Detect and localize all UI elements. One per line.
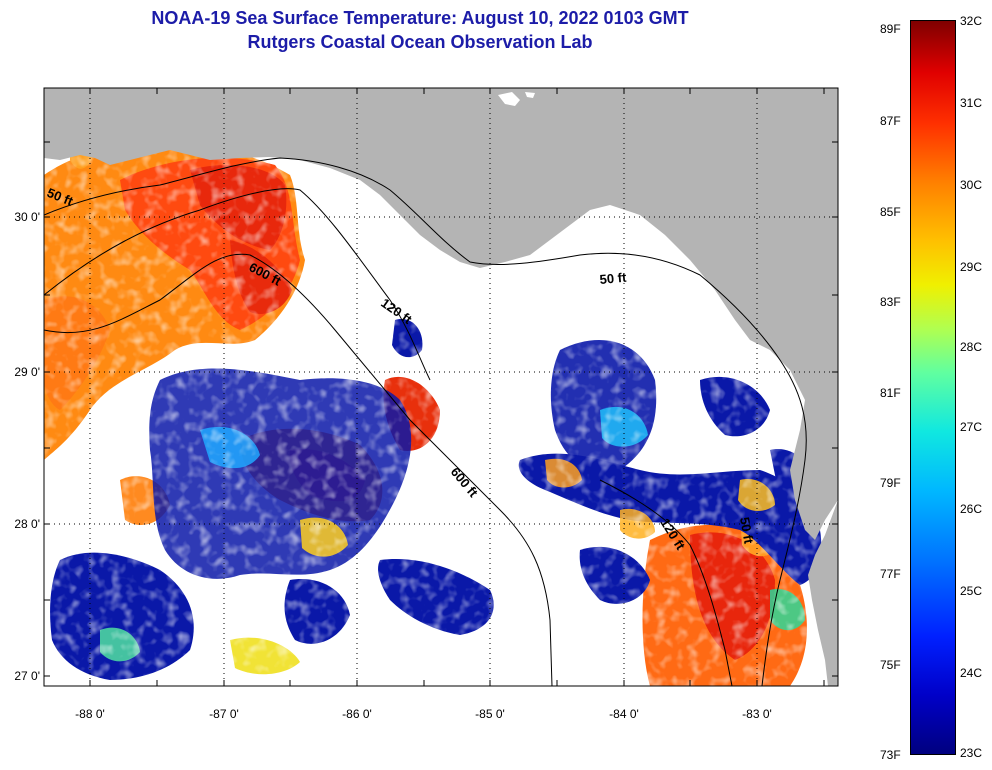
colorbar-f-label: 75F: [880, 658, 901, 672]
colorbar-c-label: 26C: [960, 502, 983, 516]
colorbar-f-label: 81F: [880, 386, 901, 400]
colorbar-c-label: 29C: [960, 260, 983, 274]
colorbar-f-label: 83F: [880, 295, 901, 309]
colorbar-c-label: 31C: [960, 96, 983, 110]
lake: [525, 92, 535, 98]
colorbar-c-label: 25C: [960, 584, 983, 598]
colorbar-c-label: 24C: [960, 666, 983, 680]
lon-label: -83 0': [742, 707, 772, 721]
colorbar-f-label: 77F: [880, 567, 901, 581]
lon-label: -86 0': [342, 707, 372, 721]
colorbar-c-label: 32C: [960, 14, 983, 28]
colorbar-f-label: 73F: [880, 748, 901, 762]
colorbar-f-label: 85F: [880, 205, 901, 219]
bathymetry-contours: [44, 157, 807, 686]
contour-label-50ft-south: 50 ft: [737, 516, 757, 546]
temperature-colorbar: [910, 20, 956, 755]
colorbar-f-label: 87F: [880, 114, 901, 128]
lat-label: 29 0': [14, 365, 40, 379]
colorbar-c-label: 28C: [960, 340, 983, 354]
lake: [498, 92, 520, 106]
land: [44, 88, 838, 686]
colorbar-c-label: 23C: [960, 746, 983, 760]
lat-label: 27 0': [14, 669, 40, 683]
map-subtitle: Rutgers Coastal Ocean Observation Lab: [247, 32, 593, 52]
contour-label-50ft-bigbend: 50 ft: [599, 270, 628, 287]
colorbar-f-label: 79F: [880, 476, 901, 490]
lon-label: -85 0': [475, 707, 505, 721]
lon-label: -87 0': [209, 707, 239, 721]
lat-label: 28 0': [14, 517, 40, 531]
colorbar-f-label: 89F: [880, 22, 901, 36]
colorbar-c-label: 27C: [960, 420, 983, 434]
lon-label: -84 0': [609, 707, 639, 721]
frame-ticks: [44, 88, 838, 686]
map-title: NOAA-19 Sea Surface Temperature: August …: [151, 8, 689, 28]
colorbar-c-label: 30C: [960, 178, 983, 192]
lat-label: 30 0': [14, 210, 40, 224]
lon-label: -88 0': [75, 707, 105, 721]
